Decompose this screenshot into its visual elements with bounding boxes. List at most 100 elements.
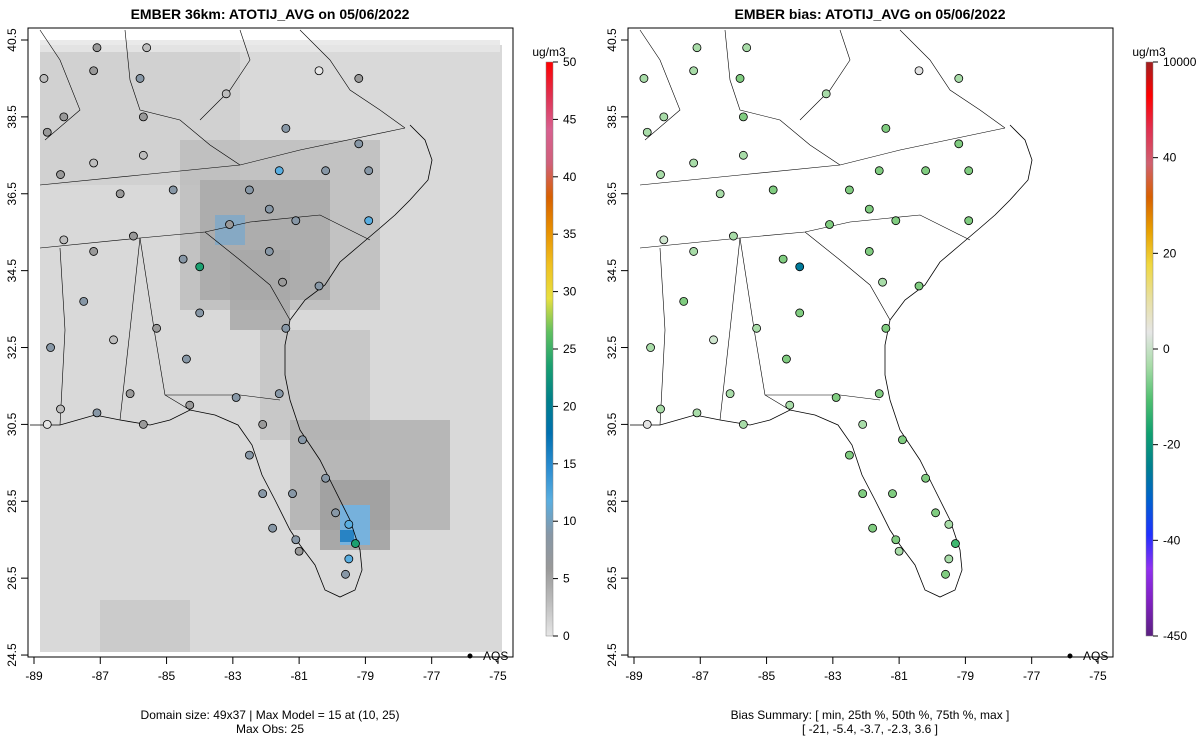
bias-station-marker bbox=[692, 408, 702, 418]
colorbar-tick-label: 25 bbox=[563, 342, 577, 356]
bias-station-marker bbox=[894, 546, 904, 556]
obs-station-marker bbox=[291, 535, 301, 545]
state-boundary bbox=[204, 231, 291, 321]
bias-station-marker bbox=[738, 419, 748, 429]
bias-station-marker bbox=[709, 335, 718, 345]
bias-station-marker bbox=[689, 247, 699, 256]
obs-station-marker bbox=[344, 554, 354, 564]
y-tick-label: 24.5 bbox=[605, 643, 619, 667]
colorbar-tick-label: 10 bbox=[563, 514, 577, 528]
bias-station-marker bbox=[944, 554, 954, 564]
bias-station-marker bbox=[729, 231, 738, 241]
obs-station-marker bbox=[298, 435, 307, 445]
obs-station-marker bbox=[42, 419, 52, 429]
state-boundary bbox=[799, 29, 851, 121]
bias-station-marker bbox=[868, 523, 878, 533]
x-tick-label: -81 bbox=[290, 669, 308, 683]
model-grid-cell bbox=[100, 600, 190, 652]
bias-station-marker bbox=[914, 281, 924, 291]
bias-station-marker bbox=[642, 127, 652, 137]
obs-station-marker bbox=[46, 343, 55, 352]
bias-station-marker bbox=[738, 112, 748, 122]
colorbar-tick-label: 30 bbox=[563, 285, 577, 299]
bias-station-marker bbox=[888, 489, 897, 498]
bias-station-marker bbox=[795, 262, 805, 272]
obs-station-marker bbox=[354, 74, 364, 83]
colorbar-tick-label: 40 bbox=[1163, 151, 1177, 165]
bias-station-marker bbox=[689, 158, 699, 168]
obs-station-marker bbox=[152, 323, 162, 333]
obs-station-marker bbox=[42, 127, 52, 137]
bias-station-marker bbox=[921, 473, 931, 483]
obs-station-marker bbox=[182, 354, 191, 364]
state-boundary bbox=[59, 247, 66, 426]
obs-station-marker bbox=[344, 519, 354, 529]
colorbar-tick-label: 20 bbox=[563, 399, 577, 413]
colorbar-tick-label: -450 bbox=[1163, 629, 1187, 643]
obs-station-marker bbox=[245, 185, 254, 195]
bias-station-marker bbox=[954, 139, 964, 149]
colorbar-unit-label: ug/m3 bbox=[532, 45, 566, 59]
obs-station-marker bbox=[79, 296, 89, 306]
y-tick-label: 30.5 bbox=[605, 412, 619, 436]
bias-station-marker bbox=[921, 166, 931, 176]
bias-station-marker bbox=[964, 166, 974, 176]
colorbar-tick-label: 10000 bbox=[1163, 55, 1197, 69]
state-boundary bbox=[899, 29, 1006, 129]
model-grid-cell bbox=[40, 40, 500, 52]
bias-station-marker bbox=[891, 535, 901, 545]
obs-station-marker bbox=[56, 404, 65, 414]
left-footer-maxobs: Max Obs: 25 bbox=[235, 722, 305, 736]
obs-station-marker bbox=[59, 235, 69, 245]
obs-station-marker bbox=[129, 231, 138, 241]
y-tick-label: 34.5 bbox=[605, 259, 619, 283]
state-boundary bbox=[119, 237, 141, 421]
obs-station-marker bbox=[195, 308, 205, 318]
bias-station-marker bbox=[964, 216, 974, 226]
obs-station-marker bbox=[258, 419, 268, 429]
bias-station-marker bbox=[881, 323, 891, 333]
colorbar-tick-label: 5 bbox=[563, 572, 570, 586]
legend-aqs-marker bbox=[467, 653, 473, 659]
x-tick-label: -79 bbox=[957, 669, 975, 683]
y-tick-label: 38.5 bbox=[605, 105, 619, 129]
right-footer-bias-values: [ -21, -5.4, -3.7, -2.3, 3.6 ] bbox=[801, 722, 939, 736]
y-tick-label: 32.5 bbox=[5, 336, 19, 360]
y-tick-label: 36.5 bbox=[5, 182, 19, 206]
bias-station-marker bbox=[941, 569, 950, 579]
obs-station-marker bbox=[89, 247, 99, 256]
x-tick-label: -77 bbox=[423, 669, 441, 683]
bias-station-marker bbox=[821, 89, 831, 99]
colorbar-tick-label: 40 bbox=[563, 170, 577, 184]
colorbar-tick-label: 20 bbox=[1163, 246, 1177, 260]
obs-station-marker bbox=[39, 74, 49, 83]
legend-aqs-marker bbox=[1067, 653, 1073, 659]
obs-station-marker bbox=[264, 247, 274, 256]
bias-station-marker bbox=[898, 435, 907, 445]
obs-station-marker bbox=[321, 166, 331, 176]
obs-station-marker bbox=[274, 166, 284, 176]
bias-station-marker bbox=[768, 185, 778, 195]
state-boundary bbox=[724, 29, 841, 166]
obs-station-marker bbox=[89, 66, 99, 76]
bias-station-marker bbox=[659, 112, 669, 122]
y-tick-label: 28.5 bbox=[5, 489, 19, 513]
obs-station-marker bbox=[281, 124, 291, 133]
obs-station-marker bbox=[264, 204, 274, 214]
bias-station-marker bbox=[782, 354, 791, 364]
bias-station-marker bbox=[692, 43, 702, 53]
state-boundary bbox=[124, 29, 241, 166]
x-tick-label: -89 bbox=[25, 669, 43, 683]
y-tick-label: 26.5 bbox=[605, 566, 619, 590]
bias-station-marker bbox=[642, 419, 652, 429]
bias-station-marker bbox=[659, 235, 669, 245]
state-boundary bbox=[739, 237, 791, 411]
obs-station-marker bbox=[221, 89, 231, 99]
bias-station-marker bbox=[954, 74, 964, 83]
obs-station-marker bbox=[258, 489, 268, 498]
bias-station-marker bbox=[874, 166, 884, 176]
bias-station-marker bbox=[795, 308, 805, 318]
obs-station-marker bbox=[225, 220, 234, 229]
bias-station-marker bbox=[831, 393, 841, 402]
right-footer-bias-summary: Bias Summary: [ min, 25th %, 50th %, 75t… bbox=[730, 708, 1010, 722]
